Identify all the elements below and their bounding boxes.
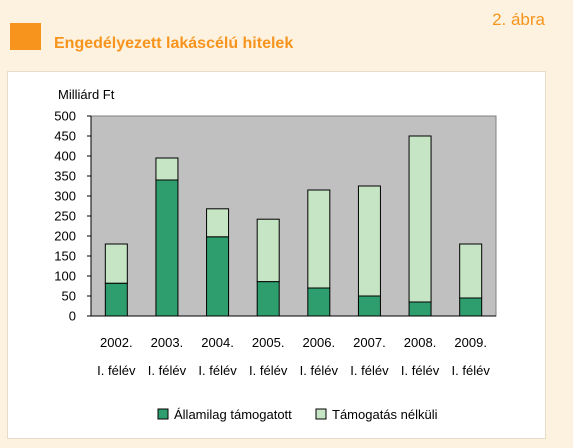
legend-label: Támogatás nélküli [332,407,438,422]
x-tick-sublabel: I. félév [198,363,237,378]
bar-unsupported [155,157,179,181]
bar-supported [104,282,128,317]
bar-supported [459,297,483,317]
y-tick-label: 400 [54,149,76,164]
bar-unsupported [206,208,230,238]
y-tick-label: 350 [54,169,76,184]
y-tick-label: 450 [54,129,76,144]
figure-number: 2. ábra [492,10,545,29]
bar-supported [155,179,179,317]
bar-unsupported [256,218,280,283]
x-tick-sublabel: I. félév [148,363,187,378]
y-tick-label: 300 [54,189,76,204]
bar-supported [256,281,280,317]
legend-label: Államilag támogatott [174,407,292,422]
legend-swatch [315,408,327,420]
chart-title: Engedélyezett lakáscélú hitelek [54,35,294,52]
x-tick-sublabel: I. félév [350,363,389,378]
bar-unsupported [104,243,128,284]
y-tick-label: 100 [54,269,76,284]
bar-unsupported [357,185,381,297]
legend-swatch [157,408,169,420]
x-tick-sublabel: I. félév [300,363,339,378]
bar-unsupported [408,135,432,303]
bar-unsupported [307,189,331,289]
y-tick-label: 50 [62,289,76,304]
x-tick-sublabel: I. félév [249,363,288,378]
x-tick-label: 2009. [454,335,487,350]
x-tick-sublabel: I. félév [452,363,491,378]
plot-area [90,115,497,317]
bar-supported [357,295,381,317]
bar-unsupported [459,243,483,299]
bar-supported [307,287,331,317]
x-tick-label: 2004. [201,335,234,350]
x-tick-label: 2006. [303,335,336,350]
x-tick-label: 2002. [100,335,133,350]
x-tick-label: 2005. [252,335,285,350]
bar-supported [206,236,230,317]
x-tick-label: 2003. [151,335,184,350]
bar-supported [408,301,432,317]
x-tick-label: 2008. [404,335,437,350]
y-tick-label: 0 [69,309,76,324]
y-tick-label: 200 [54,229,76,244]
x-tick-sublabel: I. félév [97,363,136,378]
y-tick-label: 500 [54,109,76,124]
x-tick-sublabel: I. félév [401,363,440,378]
y-axis-unit-label: Milliárd Ft [58,87,115,102]
x-tick-label: 2007. [353,335,386,350]
y-tick-label: 150 [54,249,76,264]
title-marker [10,23,41,50]
y-tick-label: 250 [54,209,76,224]
